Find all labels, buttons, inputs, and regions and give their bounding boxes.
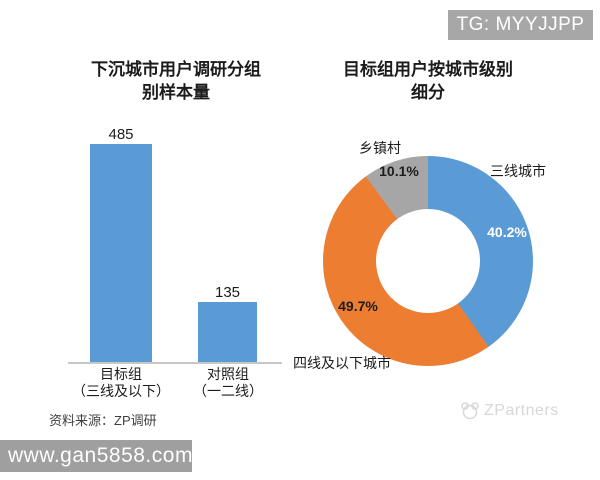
bar-control-group <box>198 302 257 363</box>
brand-watermark: ZPartners <box>460 402 559 420</box>
donut-chart-title-line2: 细分 <box>411 83 445 102</box>
donut-chart <box>323 156 533 366</box>
category-name: 对照组 <box>207 366 249 382</box>
bar-chart-title: 下沉城市用户调研分组 别样本量 <box>64 58 288 104</box>
category-name: 目标组 <box>100 366 142 382</box>
bar-value-control-group: 135 <box>214 284 241 301</box>
slice-label-tier3: 三线城市 <box>490 163 546 179</box>
slice-pct-township: 10.1% <box>379 163 419 179</box>
telegram-badge: TG: MYYJJPP <box>448 10 593 40</box>
category-label-control-group: 对照组 （一二线） <box>162 366 294 400</box>
url-watermark: www.gan5858.com <box>0 440 192 472</box>
slice-pct-tier3: 40.2% <box>487 224 527 240</box>
donut-hole <box>376 209 480 313</box>
brand-name: ZPartners <box>484 402 559 419</box>
bar-chart-title-line2: 别样本量 <box>142 83 210 102</box>
bar-value-target-group: 485 <box>108 126 134 143</box>
category-label-target-group: 目标组 （三线及以下） <box>55 366 187 400</box>
slice-pct-tier4: 49.7% <box>338 298 378 314</box>
bar-chart-title-line1: 下沉城市用户调研分组 <box>91 60 261 79</box>
slice-label-tier4: 四线及以下城市 <box>293 355 391 371</box>
panda-face-icon <box>460 402 480 420</box>
data-source-note: 资料来源：ZP调研 <box>49 413 157 428</box>
donut-chart-title-line1: 目标组用户按城市级别 <box>343 60 513 79</box>
category-sublabel: （三线及以下） <box>72 383 170 399</box>
bar-target-group <box>90 144 152 363</box>
category-sublabel: （一二线） <box>193 383 263 399</box>
slice-label-township: 乡镇村 <box>359 140 401 156</box>
x-axis-line <box>68 362 282 364</box>
donut-chart-title: 目标组用户按城市级别 细分 <box>316 58 540 104</box>
